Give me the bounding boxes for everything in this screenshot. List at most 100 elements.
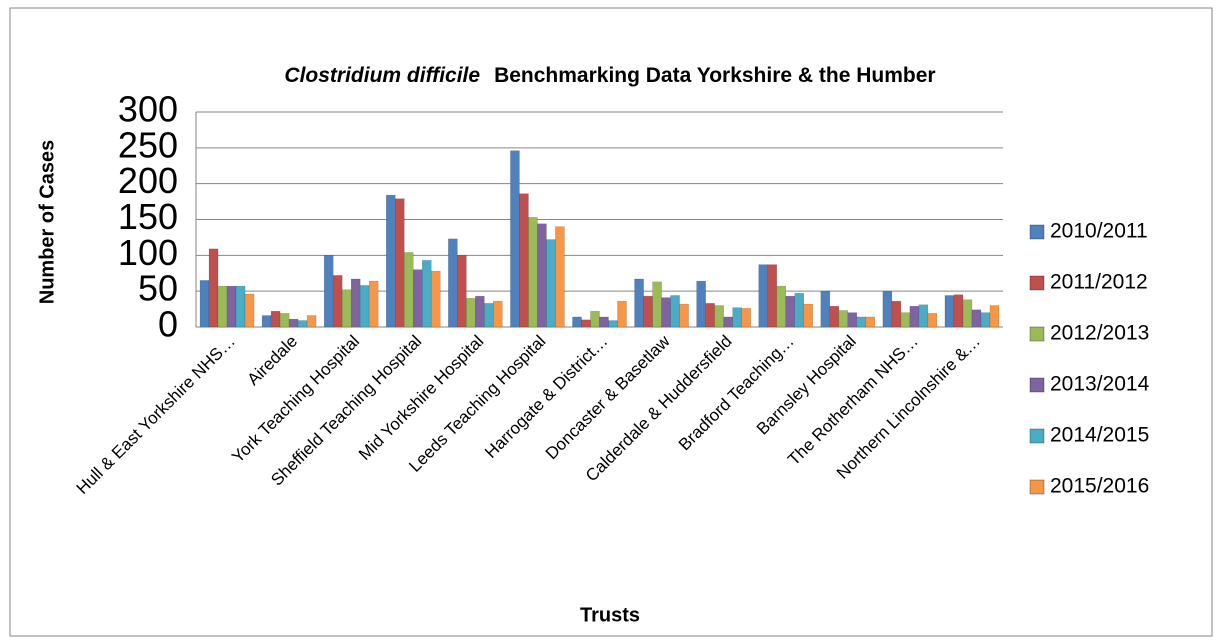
bar bbox=[838, 310, 849, 328]
legend-swatch bbox=[1029, 326, 1045, 342]
bar bbox=[537, 223, 547, 328]
bar bbox=[244, 293, 255, 328]
bar bbox=[546, 239, 556, 328]
bar bbox=[323, 255, 334, 328]
bar bbox=[794, 293, 804, 328]
bar bbox=[741, 308, 751, 328]
bar bbox=[643, 295, 653, 328]
bar bbox=[599, 316, 609, 328]
bar bbox=[457, 255, 467, 328]
bar bbox=[413, 269, 423, 328]
bar bbox=[359, 285, 370, 328]
y-tick-label: 150 bbox=[118, 196, 178, 237]
bar bbox=[608, 320, 618, 328]
bar bbox=[528, 217, 538, 328]
bar bbox=[652, 281, 662, 328]
bar bbox=[865, 316, 876, 328]
bar bbox=[332, 275, 343, 328]
bar bbox=[803, 303, 813, 328]
bar bbox=[732, 307, 742, 328]
bar bbox=[705, 303, 715, 328]
bar bbox=[448, 238, 458, 328]
legend-swatch bbox=[1029, 275, 1045, 291]
bar bbox=[891, 300, 902, 328]
bar bbox=[944, 295, 955, 328]
bar bbox=[900, 312, 911, 328]
bar bbox=[776, 285, 786, 328]
y-tick-label: 300 bbox=[118, 89, 178, 130]
bar bbox=[297, 320, 308, 328]
bar bbox=[590, 310, 600, 328]
chart-title: Clostridium difficile Benchmarking Data Y… bbox=[284, 64, 935, 87]
legend-label: 2013/2014 bbox=[1050, 373, 1150, 396]
bar bbox=[856, 316, 867, 328]
bar bbox=[617, 300, 627, 328]
title-text: Benchmarking Data Yorkshire & the Humber bbox=[494, 64, 936, 87]
bar bbox=[980, 312, 991, 328]
y-tick-label: 50 bbox=[138, 268, 178, 309]
bar bbox=[235, 285, 246, 328]
bar bbox=[820, 290, 831, 328]
bar bbox=[475, 295, 485, 328]
bar bbox=[962, 299, 973, 328]
bar bbox=[670, 295, 680, 328]
bar bbox=[350, 278, 361, 328]
bar bbox=[758, 264, 768, 328]
bar bbox=[484, 303, 494, 328]
bar bbox=[918, 304, 929, 328]
bar bbox=[953, 294, 964, 328]
bar bbox=[270, 310, 281, 328]
bar bbox=[829, 305, 840, 328]
bar bbox=[404, 252, 414, 328]
legend-swatch bbox=[1029, 428, 1045, 444]
legend-label: 2014/2015 bbox=[1050, 424, 1149, 447]
bar bbox=[422, 260, 432, 328]
legend-swatch bbox=[1029, 377, 1045, 393]
bar bbox=[519, 193, 529, 328]
bar bbox=[696, 280, 706, 328]
y-tick-label: 250 bbox=[118, 124, 178, 165]
bar bbox=[909, 305, 920, 328]
legend-label: 2015/2016 bbox=[1050, 475, 1149, 498]
bar bbox=[199, 280, 210, 328]
bar bbox=[431, 270, 441, 328]
bar bbox=[466, 298, 476, 328]
bar bbox=[634, 278, 644, 328]
legend-label: 2011/2012 bbox=[1050, 271, 1148, 294]
bar bbox=[661, 297, 671, 328]
bar bbox=[847, 312, 858, 328]
bar bbox=[714, 305, 724, 328]
title-italic: Clostridium difficile bbox=[284, 64, 480, 87]
legend-swatch bbox=[1029, 479, 1045, 495]
y-axis-label: Number of Cases bbox=[36, 140, 58, 305]
legend-swatch bbox=[1029, 224, 1045, 240]
bar bbox=[493, 300, 503, 328]
bar bbox=[882, 290, 893, 328]
x-axis-label: Trusts bbox=[580, 604, 640, 626]
bar bbox=[785, 295, 795, 328]
bar bbox=[572, 316, 582, 328]
bar bbox=[288, 318, 299, 328]
bar bbox=[226, 285, 237, 328]
bar bbox=[679, 303, 689, 328]
bar bbox=[581, 319, 591, 328]
bar bbox=[261, 315, 272, 328]
bar bbox=[368, 280, 379, 328]
bar bbox=[395, 198, 405, 328]
legend-label: 2012/2013 bbox=[1050, 322, 1149, 345]
bar bbox=[306, 315, 317, 328]
y-tick-label: 100 bbox=[118, 232, 178, 273]
bar bbox=[208, 248, 219, 328]
legend-label: 2010/2011 bbox=[1050, 220, 1148, 243]
bar bbox=[510, 150, 520, 328]
bar bbox=[386, 194, 396, 328]
bar bbox=[341, 289, 352, 328]
bar bbox=[279, 313, 290, 328]
y-tick-label: 0 bbox=[158, 304, 178, 345]
y-tick-label: 200 bbox=[118, 160, 178, 201]
bar bbox=[927, 313, 938, 328]
bar bbox=[989, 305, 1000, 328]
bar bbox=[971, 309, 982, 328]
bar bbox=[555, 226, 565, 328]
